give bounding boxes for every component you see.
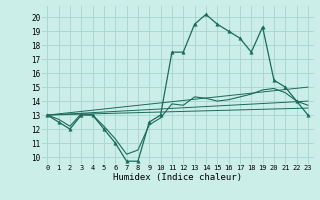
X-axis label: Humidex (Indice chaleur): Humidex (Indice chaleur) [113,173,242,182]
